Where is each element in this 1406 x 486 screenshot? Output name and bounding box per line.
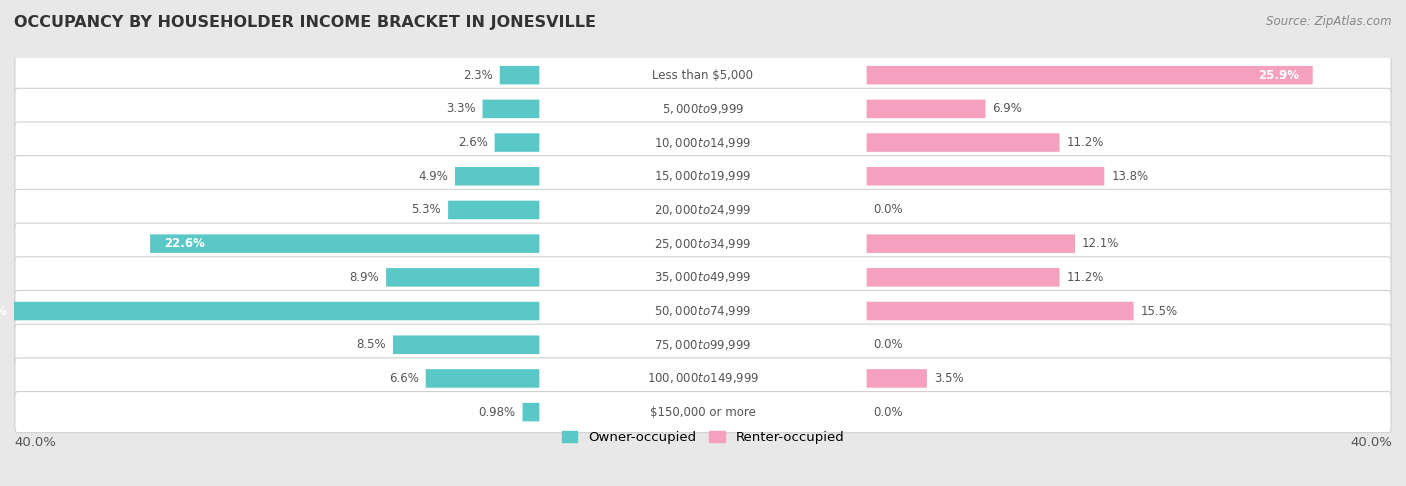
Text: 4.9%: 4.9% [418,170,449,183]
FancyBboxPatch shape [866,167,1104,186]
FancyBboxPatch shape [866,234,1076,253]
Text: OCCUPANCY BY HOUSEHOLDER INCOME BRACKET IN JONESVILLE: OCCUPANCY BY HOUSEHOLDER INCOME BRACKET … [14,15,596,30]
FancyBboxPatch shape [495,133,540,152]
Text: 2.3%: 2.3% [463,69,494,82]
Text: $100,000 to $149,999: $100,000 to $149,999 [647,371,759,385]
FancyBboxPatch shape [482,100,540,118]
Text: 6.9%: 6.9% [993,103,1022,115]
FancyBboxPatch shape [15,122,1391,163]
Text: 2.6%: 2.6% [458,136,488,149]
FancyBboxPatch shape [456,167,540,186]
Text: 11.2%: 11.2% [1066,271,1104,284]
Text: $150,000 or more: $150,000 or more [650,406,756,418]
FancyBboxPatch shape [15,54,1391,96]
Text: 25.9%: 25.9% [1258,69,1299,82]
FancyBboxPatch shape [15,156,1391,197]
Text: 40.0%: 40.0% [14,436,56,450]
FancyBboxPatch shape [15,324,1391,365]
Text: 3.5%: 3.5% [934,372,963,385]
Text: 6.6%: 6.6% [389,372,419,385]
FancyBboxPatch shape [866,268,1060,287]
Text: 0.0%: 0.0% [873,338,903,351]
Text: Source: ZipAtlas.com: Source: ZipAtlas.com [1267,15,1392,28]
Text: $75,000 to $99,999: $75,000 to $99,999 [654,338,752,352]
Text: 0.0%: 0.0% [873,406,903,418]
FancyBboxPatch shape [392,335,540,354]
FancyBboxPatch shape [387,268,540,287]
Text: Less than $5,000: Less than $5,000 [652,69,754,82]
FancyBboxPatch shape [15,392,1391,433]
FancyBboxPatch shape [866,133,1060,152]
Text: $35,000 to $49,999: $35,000 to $49,999 [654,270,752,284]
Text: 0.0%: 0.0% [873,204,903,216]
Text: 22.6%: 22.6% [165,237,205,250]
Text: 15.5%: 15.5% [1140,305,1178,317]
FancyBboxPatch shape [0,302,540,320]
FancyBboxPatch shape [15,223,1391,264]
Text: 11.2%: 11.2% [1066,136,1104,149]
Text: 8.9%: 8.9% [350,271,380,284]
FancyBboxPatch shape [499,66,540,85]
Text: 13.8%: 13.8% [1111,170,1149,183]
Text: 34.1%: 34.1% [0,305,7,317]
Text: 12.1%: 12.1% [1083,237,1119,250]
Text: 5.3%: 5.3% [412,204,441,216]
Text: 8.5%: 8.5% [357,338,387,351]
FancyBboxPatch shape [15,190,1391,230]
FancyBboxPatch shape [866,100,986,118]
Text: $15,000 to $19,999: $15,000 to $19,999 [654,169,752,183]
FancyBboxPatch shape [449,201,540,219]
Text: 40.0%: 40.0% [1350,436,1392,450]
FancyBboxPatch shape [866,66,1313,85]
Text: $25,000 to $34,999: $25,000 to $34,999 [654,237,752,251]
FancyBboxPatch shape [523,403,540,421]
Text: $20,000 to $24,999: $20,000 to $24,999 [654,203,752,217]
FancyBboxPatch shape [426,369,540,388]
FancyBboxPatch shape [15,88,1391,129]
FancyBboxPatch shape [150,234,540,253]
FancyBboxPatch shape [866,369,927,388]
Legend: Owner-occupied, Renter-occupied: Owner-occupied, Renter-occupied [557,426,849,450]
FancyBboxPatch shape [15,358,1391,399]
Text: $10,000 to $14,999: $10,000 to $14,999 [654,136,752,150]
FancyBboxPatch shape [866,302,1133,320]
Text: 3.3%: 3.3% [446,103,475,115]
FancyBboxPatch shape [15,291,1391,331]
Text: 0.98%: 0.98% [478,406,516,418]
Text: $5,000 to $9,999: $5,000 to $9,999 [662,102,744,116]
Text: $50,000 to $74,999: $50,000 to $74,999 [654,304,752,318]
FancyBboxPatch shape [15,257,1391,298]
